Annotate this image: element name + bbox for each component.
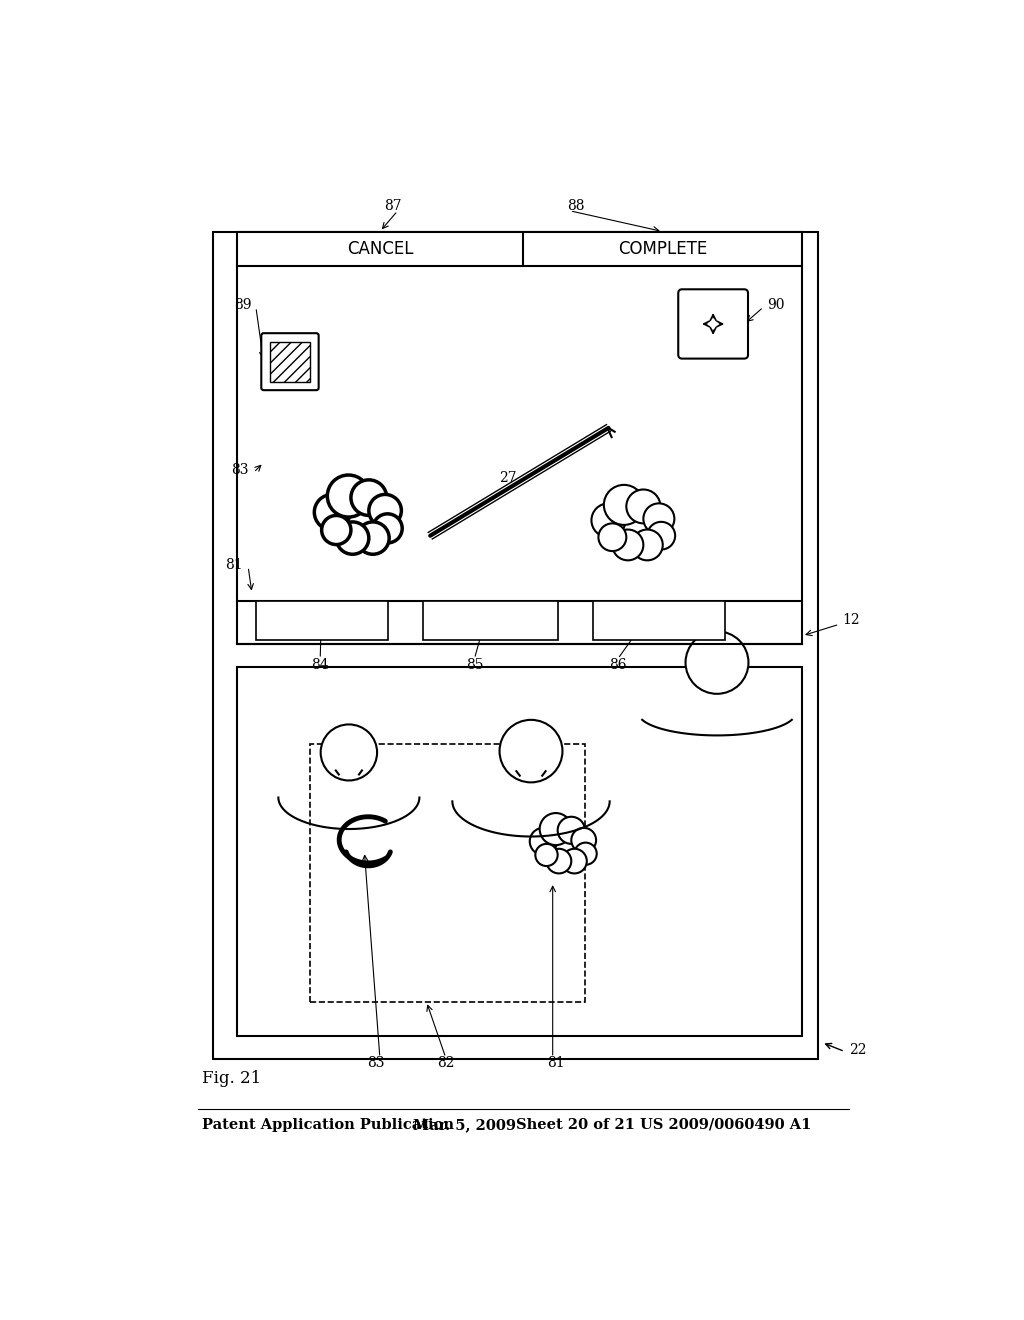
Circle shape	[627, 490, 660, 524]
Text: Patent Application Publication: Patent Application Publication	[202, 1118, 454, 1131]
Circle shape	[647, 521, 675, 549]
Circle shape	[571, 828, 596, 853]
Circle shape	[592, 503, 626, 537]
Circle shape	[562, 849, 587, 874]
Text: 90: 90	[767, 298, 784, 312]
Circle shape	[598, 523, 627, 552]
Text: 83: 83	[368, 1056, 385, 1071]
Text: 22: 22	[849, 1043, 866, 1057]
Text: US 2009/0060490 A1: US 2009/0060490 A1	[640, 1118, 811, 1131]
Bar	[310, 743, 586, 1002]
Circle shape	[336, 521, 369, 554]
Circle shape	[369, 495, 401, 527]
Circle shape	[356, 521, 389, 554]
Bar	[237, 231, 802, 644]
Circle shape	[685, 631, 749, 694]
Text: 84: 84	[311, 659, 329, 672]
Text: CANCEL: CANCEL	[347, 240, 413, 257]
Circle shape	[612, 529, 643, 560]
Text: 83: 83	[230, 463, 248, 478]
Bar	[593, 601, 725, 640]
Circle shape	[500, 719, 562, 783]
Circle shape	[351, 480, 387, 515]
Text: COMPLETE: COMPLETE	[618, 240, 708, 257]
Text: 81: 81	[547, 1056, 564, 1071]
Text: 89: 89	[234, 298, 252, 312]
Text: Sheet 20 of 21: Sheet 20 of 21	[515, 1118, 635, 1131]
Circle shape	[632, 529, 663, 560]
FancyBboxPatch shape	[261, 333, 318, 391]
Circle shape	[321, 725, 377, 780]
Text: 86: 86	[609, 659, 627, 672]
Circle shape	[558, 817, 585, 843]
Text: 85: 85	[466, 659, 483, 672]
Text: 27: 27	[499, 471, 516, 484]
Bar	[423, 601, 558, 640]
Text: SEAL: SEAL	[638, 614, 680, 631]
Bar	[237, 667, 802, 1036]
Circle shape	[536, 843, 558, 866]
Circle shape	[373, 513, 402, 543]
Circle shape	[643, 503, 675, 535]
Circle shape	[547, 849, 571, 874]
Circle shape	[328, 475, 370, 517]
Bar	[213, 231, 818, 1059]
Circle shape	[529, 828, 557, 855]
FancyBboxPatch shape	[678, 289, 748, 359]
Bar	[270, 342, 310, 381]
Text: Mar. 5, 2009: Mar. 5, 2009	[414, 1118, 516, 1131]
Circle shape	[322, 515, 351, 545]
Circle shape	[314, 495, 350, 531]
Text: 12: 12	[843, 614, 860, 627]
Text: 87: 87	[384, 199, 401, 213]
Circle shape	[574, 842, 597, 865]
Text: Fig. 21: Fig. 21	[202, 1071, 261, 1088]
Bar	[256, 601, 388, 640]
Text: 81: 81	[225, 558, 243, 572]
Circle shape	[540, 813, 572, 845]
Text: ERASER: ERASER	[458, 614, 523, 631]
Text: 82: 82	[437, 1056, 455, 1071]
Text: 88: 88	[567, 199, 585, 213]
Text: PEN: PEN	[305, 614, 338, 631]
Circle shape	[604, 484, 644, 525]
